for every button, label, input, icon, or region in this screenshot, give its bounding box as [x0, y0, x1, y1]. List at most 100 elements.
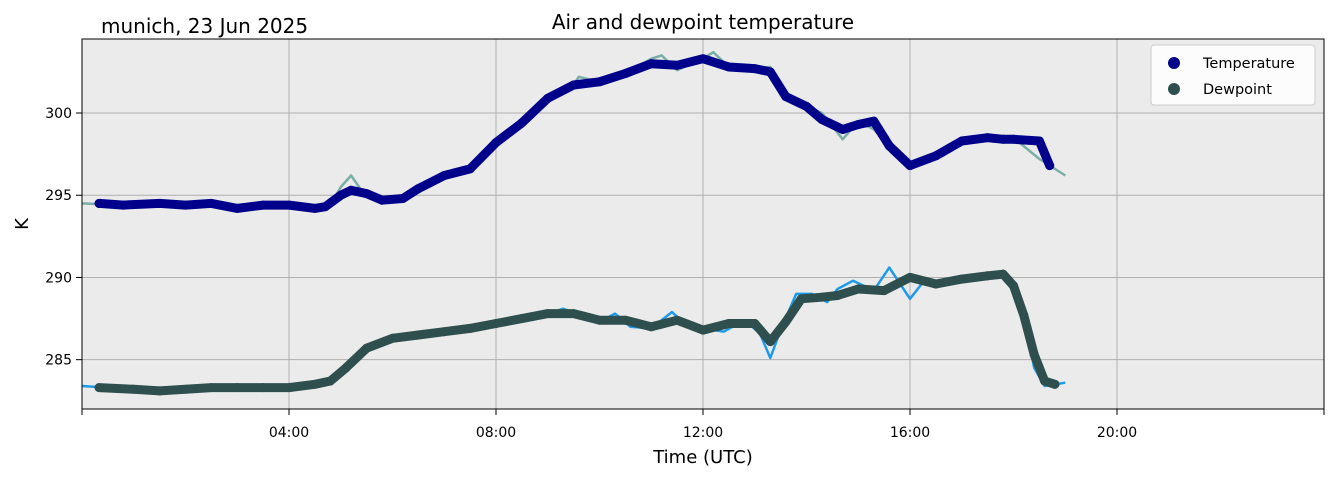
dewpoint-point	[232, 383, 242, 393]
temperature-point	[957, 136, 967, 146]
dewpoint-point	[388, 333, 397, 343]
temperature-point	[181, 200, 190, 210]
legend-marker-dewpoint	[1168, 83, 1180, 95]
temperature-point	[377, 195, 387, 205]
temperature-point	[781, 92, 791, 102]
dewpoint-point	[595, 315, 604, 325]
temperature-point	[698, 54, 708, 64]
temperature-point	[320, 202, 330, 212]
temperature-point	[284, 200, 294, 210]
dewpoint-point	[310, 379, 320, 389]
temperature-point	[646, 59, 656, 69]
temperature-point	[94, 198, 104, 208]
temperature-point	[750, 64, 760, 74]
dewpoint-point	[129, 384, 139, 394]
dewpoint-point	[724, 318, 734, 328]
temperature-point	[362, 189, 372, 199]
legend-marker-temperature	[1168, 57, 1180, 69]
y-tick-label: 295	[45, 188, 72, 204]
temperature-point	[724, 62, 734, 72]
temperature-point	[595, 77, 604, 87]
dewpoint-point	[781, 317, 791, 327]
x-axis: 04:00 08:00 12:00 16:00 20:00	[81, 409, 1325, 441]
dewpoint-point	[672, 315, 682, 325]
temperature-point	[206, 198, 216, 208]
temperature-point	[543, 93, 553, 103]
temperature-point	[802, 101, 811, 111]
temperature-point	[672, 60, 682, 70]
dewpoint-point	[879, 286, 889, 296]
dewpoint-point	[206, 383, 216, 393]
temperature-point	[765, 67, 775, 77]
dewpoint-point	[341, 363, 351, 373]
grid	[82, 39, 1324, 409]
dewpoint-point	[1009, 281, 1018, 291]
y-tick-label: 290	[45, 270, 72, 286]
dewpoint-point	[1019, 310, 1029, 320]
temperature-point	[1034, 136, 1044, 146]
temperature-point	[998, 134, 1008, 144]
temperature-point	[517, 118, 527, 128]
dewpoint-point	[465, 323, 475, 333]
dewpoint-point	[833, 291, 843, 301]
dewpoint-point	[998, 269, 1008, 279]
temperature-point	[258, 200, 268, 210]
series-layer	[81, 50, 1066, 396]
dewpoint-point	[1040, 376, 1050, 386]
dewpoint-point	[750, 318, 760, 328]
temperature-point	[931, 151, 941, 161]
dewpoint-point	[698, 325, 708, 335]
dewpoint-point	[155, 386, 165, 396]
temperature-point	[817, 115, 827, 125]
temperature-point	[1045, 161, 1055, 171]
x-tick-label: 20:00	[1097, 425, 1137, 441]
temperature-point	[491, 138, 501, 148]
temperature-point	[398, 194, 408, 204]
temperature-point	[155, 198, 165, 208]
dewpoint-point	[620, 315, 630, 325]
dewpoint-point	[796, 294, 806, 304]
temperature-point	[118, 200, 128, 210]
dewpoint-point	[517, 314, 527, 324]
temperature-point	[620, 69, 630, 79]
dewpoint-point	[853, 284, 863, 294]
y-axis: 285 290 295 300	[45, 106, 82, 369]
dewpoint-point	[817, 292, 827, 302]
x-tick-label: 12:00	[683, 425, 723, 441]
temperature-point	[310, 203, 320, 213]
temperature-point	[884, 141, 894, 151]
temperature-point	[838, 124, 848, 134]
dewpoint-point	[439, 327, 449, 337]
x-tick-label: 04:00	[269, 425, 309, 441]
x-axis-label: Time (UTC)	[652, 447, 753, 468]
dewpoint-point	[362, 343, 372, 353]
dewpoint-point	[931, 279, 941, 289]
chart-title: Air and dewpoint temperature	[552, 10, 854, 34]
dewpoint-point	[258, 383, 268, 393]
y-tick-label: 300	[45, 106, 72, 122]
dewpoint-point	[491, 318, 501, 328]
x-tick-label: 16:00	[890, 425, 930, 441]
temperature-point	[905, 161, 915, 171]
temperature-point	[413, 184, 423, 194]
dewpoint-point	[1029, 350, 1039, 360]
temperature-point	[232, 203, 242, 213]
dewpoint-point	[181, 384, 190, 394]
y-tick-label: 285	[45, 353, 72, 369]
temperature-point	[853, 120, 863, 130]
temperature-point	[346, 185, 356, 195]
dewpoint-point	[765, 337, 775, 347]
dewpoint-point	[94, 383, 104, 393]
dewpoint-point	[957, 274, 967, 284]
temperature-point	[465, 164, 475, 174]
dewpoint-point	[413, 330, 423, 340]
legend: Temperature Dewpoint	[1150, 44, 1316, 106]
dewpoint-point	[646, 322, 656, 332]
y-axis-label: K	[12, 217, 33, 230]
temperature-point	[336, 190, 346, 200]
dewpoint-point	[983, 271, 993, 281]
temperature-point	[439, 170, 449, 180]
temperature-point	[983, 133, 993, 143]
legend-label-dewpoint: Dewpoint	[1203, 82, 1272, 98]
